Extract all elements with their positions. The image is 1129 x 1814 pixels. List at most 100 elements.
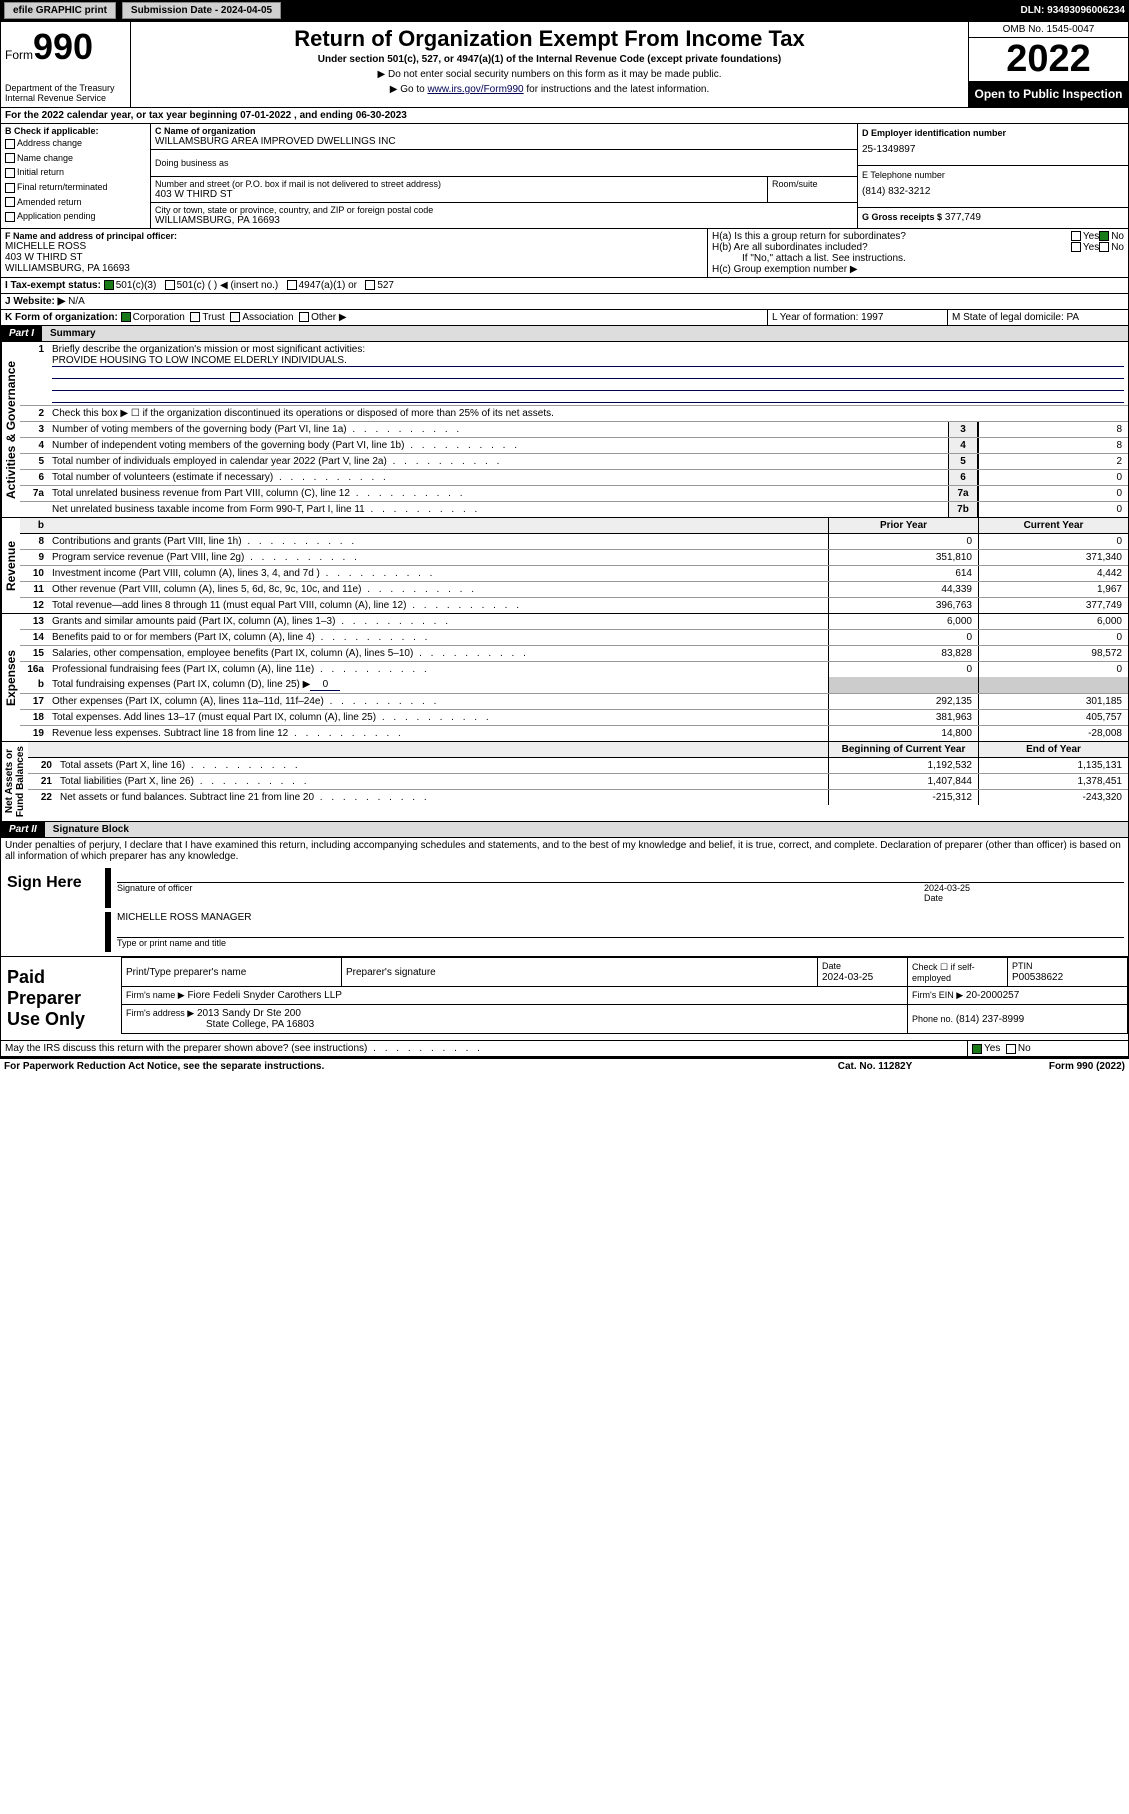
i-501c-checkbox[interactable] bbox=[165, 280, 175, 290]
b-opt-checkbox[interactable] bbox=[5, 168, 15, 178]
sig-date-val: 2024-03-25 bbox=[924, 883, 970, 893]
th-beg: Beginning of Current Year bbox=[828, 742, 978, 757]
firm-name-lbl: Firm's name ▶ bbox=[126, 990, 185, 1000]
sig-bar-icon bbox=[105, 868, 111, 908]
sig-officer-lbl: Signature of officer bbox=[117, 883, 924, 903]
b-opt-checkbox[interactable] bbox=[5, 212, 15, 222]
website-value: N/A bbox=[68, 296, 85, 307]
sect-activities: Activities & Governance 1 Briefly descri… bbox=[0, 342, 1129, 518]
k-trust-checkbox[interactable] bbox=[190, 312, 200, 322]
note-post: for instructions and the latest informat… bbox=[524, 84, 710, 95]
form-word: Form bbox=[5, 48, 33, 62]
dln-label: DLN: 93493096006234 bbox=[1020, 5, 1125, 16]
tax-year: 2022 bbox=[969, 38, 1128, 81]
part2-title: Signature Block bbox=[45, 822, 137, 837]
vlabel-revenue: Revenue bbox=[1, 518, 20, 613]
sig-date-lbl: Date bbox=[924, 893, 943, 903]
th-end: End of Year bbox=[978, 742, 1128, 757]
discuss-text: May the IRS discuss this return with the… bbox=[5, 1043, 483, 1054]
row-klm: K Form of organization: Corporation Trus… bbox=[0, 310, 1129, 326]
box-b: B Check if applicable: Address changeNam… bbox=[1, 124, 151, 228]
firm-addr-lbl: Firm's address ▶ bbox=[126, 1008, 194, 1018]
prep-h4: Check ☐ if self-employed bbox=[908, 958, 1008, 987]
i-o1: 501(c)(3) bbox=[116, 280, 157, 291]
form-title: Return of Organization Exempt From Incom… bbox=[135, 26, 964, 52]
submission-date-button[interactable]: Submission Date - 2024-04-05 bbox=[122, 2, 281, 19]
hb-no-checkbox[interactable] bbox=[1099, 242, 1109, 252]
street-address: 403 W THIRD ST bbox=[155, 189, 763, 200]
b-opt-checkbox[interactable] bbox=[5, 197, 15, 207]
line-a: For the 2022 calendar year, or tax year … bbox=[1, 108, 1128, 123]
f-label: F Name and address of principal officer: bbox=[5, 231, 703, 241]
sig-type-lbl: Type or print name and title bbox=[117, 937, 1124, 948]
c-label: C Name of organization bbox=[155, 126, 853, 136]
b-opt-checkbox[interactable] bbox=[5, 139, 15, 149]
i-o3: 4947(a)(1) or bbox=[299, 280, 357, 291]
officer-name: MICHELLE ROSS bbox=[5, 241, 703, 252]
firm-ein: 20-2000257 bbox=[966, 990, 1019, 1001]
row-fh: F Name and address of principal officer:… bbox=[0, 229, 1129, 278]
sig-bar-icon bbox=[105, 912, 111, 952]
i-o4: 527 bbox=[377, 280, 394, 291]
firm-addr2: State College, PA 16803 bbox=[126, 1019, 314, 1030]
discuss-no-checkbox[interactable] bbox=[1006, 1044, 1016, 1054]
th-prior: Prior Year bbox=[828, 518, 978, 533]
discuss-yes-checkbox[interactable] bbox=[972, 1044, 982, 1054]
ha-no-checkbox[interactable] bbox=[1099, 231, 1109, 241]
b-opt-checkbox[interactable] bbox=[5, 153, 15, 163]
q1-answer: PROVIDE HOUSING TO LOW INCOME ELDERLY IN… bbox=[52, 355, 1124, 367]
prep-h3: Date bbox=[822, 961, 841, 971]
firm-name: Fiore Fedeli Snyder Carothers LLP bbox=[187, 990, 342, 1001]
foot-left: For Paperwork Reduction Act Notice, see … bbox=[4, 1061, 775, 1072]
hb-yes-checkbox[interactable] bbox=[1071, 242, 1081, 252]
page-footer: For Paperwork Reduction Act Notice, see … bbox=[0, 1057, 1129, 1074]
i-501c3-checkbox[interactable] bbox=[104, 280, 114, 290]
officer-addr2: WILLIAMSBURG, PA 16693 bbox=[5, 263, 703, 274]
phone-value: (814) 832-3212 bbox=[862, 180, 1124, 203]
m-label: M State of legal domicile: PA bbox=[948, 310, 1128, 325]
yes-label: Yes bbox=[1083, 231, 1099, 242]
topbar: efile GRAPHIC print Submission Date - 20… bbox=[0, 0, 1129, 21]
k-other-checkbox[interactable] bbox=[299, 312, 309, 322]
city-label: City or town, state or province, country… bbox=[155, 205, 853, 215]
no-label: No bbox=[1111, 231, 1124, 242]
row-j: J Website: ▶ N/A bbox=[0, 294, 1129, 310]
k-corp-checkbox[interactable] bbox=[121, 312, 131, 322]
efile-print-button[interactable]: efile GRAPHIC print bbox=[4, 2, 116, 19]
paid-preparer-block: Paid Preparer Use Only Print/Type prepar… bbox=[0, 957, 1129, 1041]
ein-value: 25-1349897 bbox=[862, 138, 1124, 161]
part2-label: Part II bbox=[1, 822, 45, 837]
part1-label: Part I bbox=[1, 326, 42, 341]
open-to-public: Open to Public Inspection bbox=[969, 81, 1128, 107]
b-label: B Check if applicable: bbox=[5, 126, 146, 136]
i-o2: 501(c) ( ) ◀ (insert no.) bbox=[177, 280, 279, 291]
box-deg: D Employer identification number 25-1349… bbox=[858, 124, 1128, 228]
part1-header: Part I Summary bbox=[0, 326, 1129, 342]
l-label: L Year of formation: 1997 bbox=[768, 310, 948, 325]
sign-here-block: Sign Here Signature of officer2024-03-25… bbox=[0, 864, 1129, 957]
sect-expenses: Expenses 13Grants and similar amounts pa… bbox=[0, 614, 1129, 742]
room-label: Room/suite bbox=[767, 177, 857, 202]
ha-yes-checkbox[interactable] bbox=[1071, 231, 1081, 241]
irs-link[interactable]: www.irs.gov/Form990 bbox=[427, 84, 523, 95]
foot-right: Form 990 (2022) bbox=[975, 1061, 1125, 1072]
b-opt-checkbox[interactable] bbox=[5, 183, 15, 193]
k-label: K Form of organization: bbox=[5, 312, 118, 323]
hb-note: If "No," attach a list. See instructions… bbox=[712, 253, 1124, 264]
th-current: Current Year bbox=[978, 518, 1128, 533]
k-assoc-checkbox[interactable] bbox=[230, 312, 240, 322]
firm-phone: (814) 237-8999 bbox=[956, 1014, 1024, 1025]
vlabel-expenses: Expenses bbox=[1, 614, 20, 741]
header-left: Form990 Department of the Treasury Inter… bbox=[1, 22, 131, 107]
i-4947-checkbox[interactable] bbox=[287, 280, 297, 290]
foot-mid: Cat. No. 11282Y bbox=[775, 1061, 975, 1072]
org-name: WILLAMSBURG AREA IMPROVED DWELLINGS INC bbox=[155, 136, 853, 147]
i-527-checkbox[interactable] bbox=[365, 280, 375, 290]
exp-b-val: 0 bbox=[310, 679, 340, 691]
row-a: For the 2022 calendar year, or tax year … bbox=[0, 108, 1129, 124]
box-h: H(a) Is this a group return for subordin… bbox=[708, 229, 1128, 277]
city-state-zip: WILLIAMSBURG, PA 16693 bbox=[155, 215, 853, 226]
sect-revenue: Revenue bPrior YearCurrent Year 8Contrib… bbox=[0, 518, 1129, 614]
addr-label: Number and street (or P.O. box if mail i… bbox=[155, 179, 763, 189]
prep-h5: PTIN bbox=[1012, 961, 1033, 971]
